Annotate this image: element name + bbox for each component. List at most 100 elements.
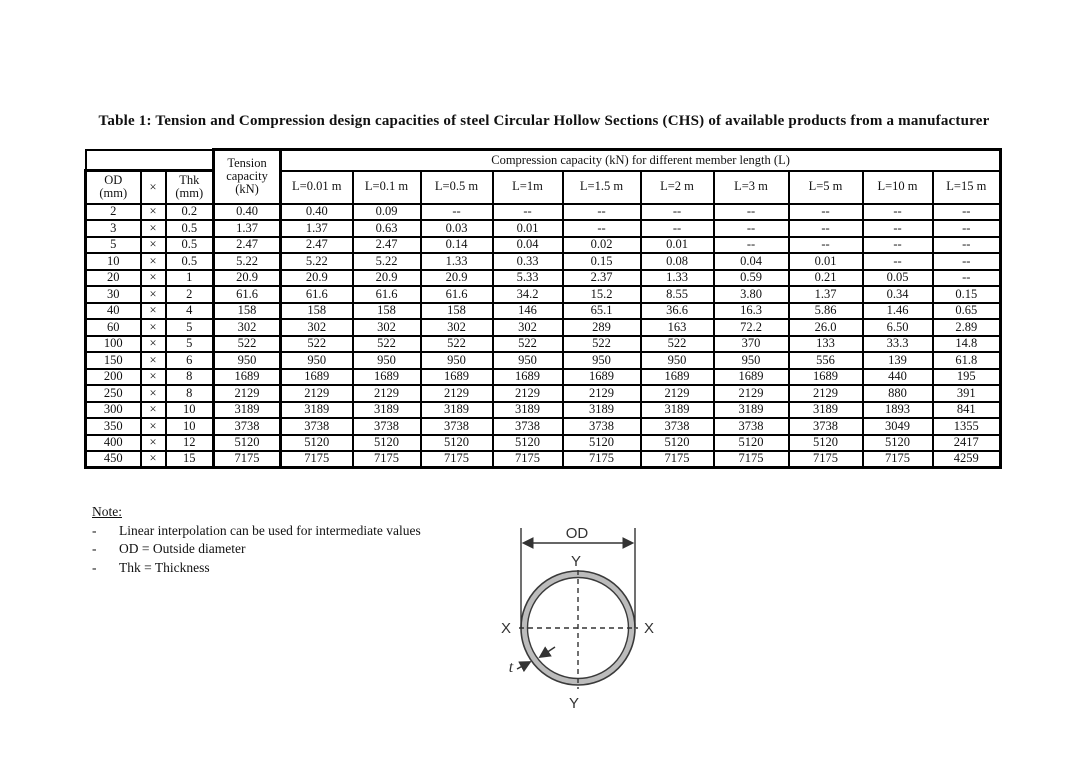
note-item: - Thk = Thickness — [92, 559, 421, 578]
compression-cell: 3738 — [787, 417, 864, 436]
tension-cell: 5120 — [212, 433, 283, 452]
length-header: L=1.5 m — [561, 169, 642, 205]
compression-cell: -- — [712, 235, 790, 254]
compression-cell: 0.04 — [491, 235, 564, 254]
compression-cell: 3738 — [351, 417, 422, 436]
od-cell: 40 — [84, 301, 142, 320]
compression-cell: 0.01 — [491, 219, 564, 238]
thk-cell: 0.5 — [164, 252, 216, 271]
compression-cell: 3738 — [419, 417, 494, 436]
thk-cell: 5 — [164, 334, 216, 353]
compression-cell: 1689 — [712, 367, 790, 386]
table-row: 3 × 0.5 1.37 1.37 0.63 0.03 0.01 -- -- -- -- -- -- — [84, 219, 1003, 238]
compression-cell: 4259 — [931, 450, 1003, 469]
compression-cell: 950 — [279, 351, 354, 370]
tension-cell: 3738 — [212, 417, 283, 436]
compression-cell: -- — [931, 235, 1003, 254]
compression-cell: 522 — [491, 334, 564, 353]
compression-cell: -- — [787, 235, 864, 254]
tension-cell: 522 — [212, 334, 283, 353]
compression-cell: 3189 — [787, 400, 864, 419]
compression-cell: 0.15 — [561, 252, 642, 271]
compression-cell: -- — [787, 219, 864, 238]
compression-cell: 950 — [712, 351, 790, 370]
compression-cell: -- — [639, 202, 715, 221]
od-cell: 350 — [84, 417, 142, 436]
compression-cell: 16.3 — [712, 301, 790, 320]
tension-cell: 2.47 — [212, 235, 283, 254]
table-row: 300 × 10 3189 3189 3189 3189 3189 3189 3189 3189 31… — [84, 400, 1003, 419]
times-cell: × — [139, 235, 167, 254]
od-cell: 150 — [84, 351, 142, 370]
compression-cell: 522 — [561, 334, 642, 353]
compression-cell: 0.01 — [787, 252, 864, 271]
tension-cell: 1689 — [212, 367, 283, 386]
compression-cell: 0.02 — [561, 235, 642, 254]
note-dash: - — [92, 541, 97, 556]
times-cell: × — [139, 433, 167, 452]
compression-cell: 5120 — [279, 433, 354, 452]
times-cell: × — [139, 334, 167, 353]
compression-cell: 1.37 — [279, 219, 354, 238]
compression-cell: 1355 — [931, 417, 1003, 436]
table-title: Table 1: Tension and Compression design … — [98, 113, 990, 129]
compression-cell: 0.09 — [351, 202, 422, 221]
compression-cell: 302 — [351, 318, 422, 337]
compression-cell: -- — [712, 202, 790, 221]
tension-cell: 1.37 — [212, 219, 283, 238]
compression-cell: 3738 — [712, 417, 790, 436]
compression-cell: 0.05 — [861, 268, 934, 287]
compression-cell: 2129 — [419, 384, 494, 403]
note-text: OD = Outside diameter — [119, 541, 246, 556]
compression-cell: -- — [931, 252, 1003, 271]
compression-cell: 5120 — [861, 433, 934, 452]
compression-cell: 7175 — [279, 450, 354, 469]
compression-cell: 1893 — [861, 400, 934, 419]
compression-cell: 15.2 — [561, 285, 642, 304]
table-row: 2 × 0.2 0.40 0.40 0.09 -- -- -- -- -- -- -- -- — [84, 202, 1003, 221]
table-row: 60 × 5 302 302 302 302 302 289 163 72.2 26.0 6.50 2.8… — [84, 318, 1003, 337]
compression-cell: 522 — [639, 334, 715, 353]
times-cell: × — [139, 367, 167, 386]
times-cell: × — [139, 450, 167, 469]
x-axis-label-left: X — [501, 620, 511, 637]
compression-group-header: Compression capacity (kN) for different … — [279, 148, 1003, 172]
times-cell: × — [139, 318, 167, 337]
compression-cell: 20.9 — [279, 268, 354, 287]
od-cell: 30 — [84, 285, 142, 304]
od-cell: 5 — [84, 235, 142, 254]
length-header: L=0.01 m — [279, 169, 354, 205]
compression-cell: 2.47 — [351, 235, 422, 254]
compression-cell: 5120 — [351, 433, 422, 452]
compression-cell: 5120 — [712, 433, 790, 452]
compression-cell: 2.47 — [279, 235, 354, 254]
compression-cell: 522 — [279, 334, 354, 353]
compression-cell: 0.65 — [931, 301, 1003, 320]
compression-cell: 1.46 — [861, 301, 934, 320]
compression-cell: -- — [931, 268, 1003, 287]
compression-cell: 3189 — [279, 400, 354, 419]
compression-cell: 880 — [861, 384, 934, 403]
length-header: L=3 m — [712, 169, 790, 205]
compression-cell: -- — [861, 235, 934, 254]
compression-cell: 158 — [419, 301, 494, 320]
thickness-label: t — [509, 659, 514, 676]
note-item: - OD = Outside diameter — [92, 540, 421, 559]
compression-cell: 3189 — [491, 400, 564, 419]
length-header: L=2 m — [639, 169, 715, 205]
thk-cell: 0.2 — [164, 202, 216, 221]
compression-cell: -- — [861, 202, 934, 221]
compression-cell: 0.59 — [712, 268, 790, 287]
compression-cell: 3738 — [491, 417, 564, 436]
od-cell: 10 — [84, 252, 142, 271]
compression-cell: 3189 — [639, 400, 715, 419]
compression-cell: -- — [931, 202, 1003, 221]
thk-cell: 8 — [164, 384, 216, 403]
compression-cell: 7175 — [491, 450, 564, 469]
compression-cell: 0.63 — [351, 219, 422, 238]
compression-cell: 0.34 — [861, 285, 934, 304]
compression-cell: 2129 — [279, 384, 354, 403]
compression-cell: -- — [639, 219, 715, 238]
note-text: Linear interpolation can be used for int… — [119, 522, 421, 538]
od-cell: 3 — [84, 219, 142, 238]
